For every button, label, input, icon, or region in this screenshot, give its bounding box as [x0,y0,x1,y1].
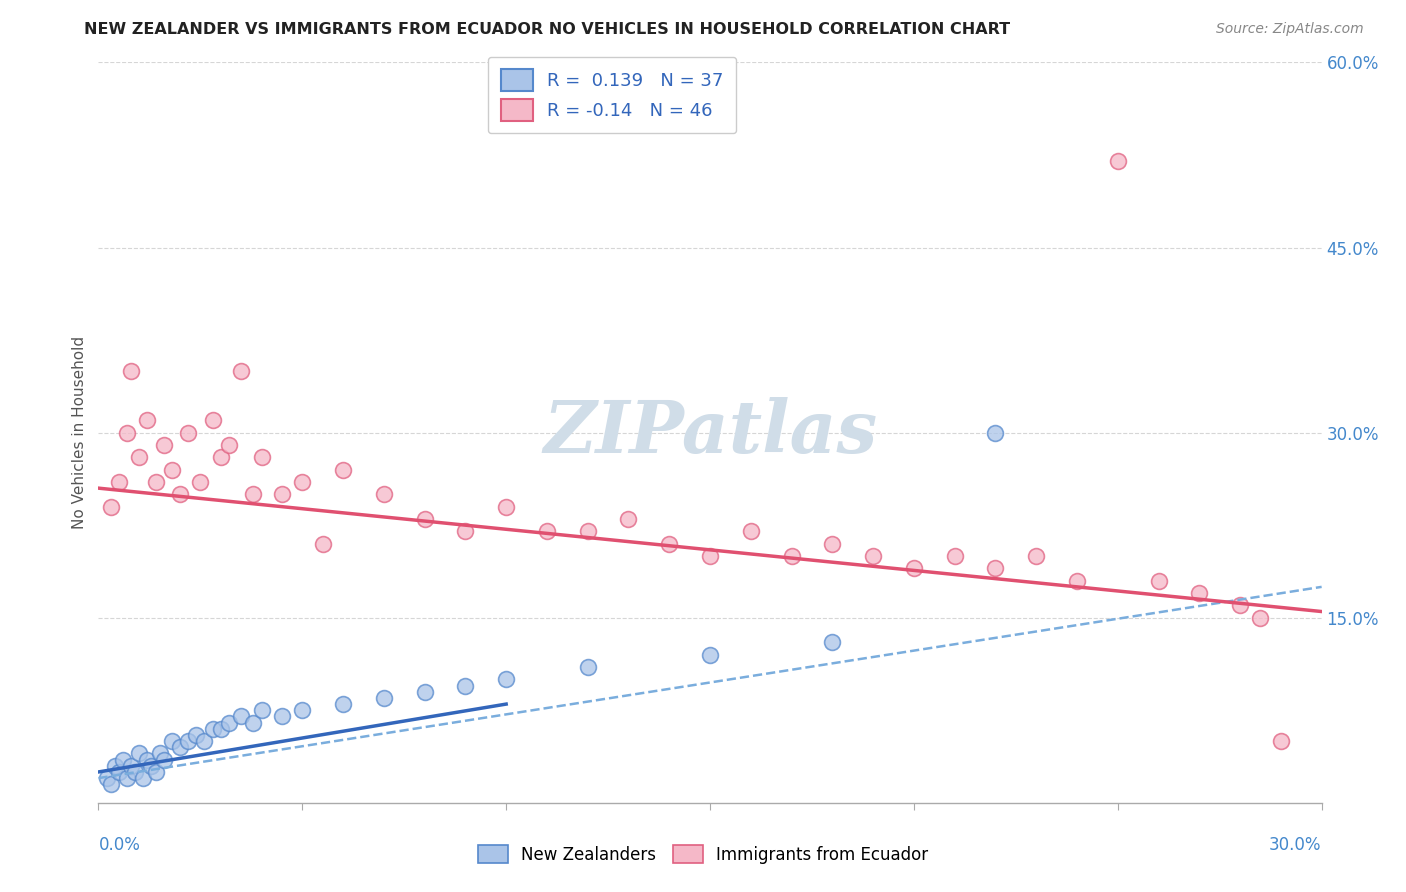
Point [242,487,264,501]
Point [536,524,558,539]
Point [1249,610,1271,624]
Point [209,450,232,465]
Point [250,450,273,465]
Point [699,648,721,662]
Point [984,425,1007,440]
Point [312,536,335,550]
Point [231,364,253,378]
Point [177,425,200,440]
Point [1066,574,1088,588]
Point [903,561,925,575]
Point [699,549,721,563]
Point [201,722,224,736]
Point [128,450,150,465]
Point [1188,586,1211,600]
Point [495,673,517,687]
Point [115,771,138,785]
Point [373,487,395,501]
Point [120,758,142,772]
Point [943,549,966,563]
Point [141,758,163,772]
Point [332,697,354,711]
Point [862,549,884,563]
Point [291,475,314,489]
Point [250,703,273,717]
Point [120,364,142,378]
Point [1229,599,1251,613]
Point [169,740,191,755]
Point [124,764,146,779]
Point [291,703,314,717]
Point [1147,574,1170,588]
Point [231,709,253,723]
Point [821,635,844,649]
Point [188,475,212,489]
Point [1025,549,1047,563]
Point [186,728,208,742]
Point [193,734,215,748]
Point [576,660,599,674]
Point [218,438,240,452]
Point [160,462,183,476]
Point [160,734,183,748]
Point [145,475,167,489]
Point [201,413,224,427]
Text: NEW ZEALANDER VS IMMIGRANTS FROM ECUADOR NO VEHICLES IN HOUSEHOLD CORRELATION CH: NEW ZEALANDER VS IMMIGRANTS FROM ECUADOR… [84,22,1011,37]
Point [136,413,159,427]
Point [454,524,477,539]
Point [145,764,167,779]
Point [270,709,294,723]
Y-axis label: No Vehicles in Household: No Vehicles in Household [72,336,87,529]
Point [108,475,131,489]
Point [658,536,681,550]
Point [115,425,138,440]
Point [821,536,844,550]
Point [136,753,159,767]
Point [740,524,762,539]
Point [149,747,172,761]
Text: 0.0%: 0.0% [98,836,141,855]
Point [108,764,131,779]
Point [1270,734,1292,748]
Point [413,512,436,526]
Point [780,549,803,563]
Point [242,715,264,730]
Point [209,722,232,736]
Legend: New Zealanders, Immigrants from Ecuador: New Zealanders, Immigrants from Ecuador [471,838,935,871]
Point [128,747,150,761]
Point [152,438,174,452]
Point [152,753,174,767]
Point [576,524,599,539]
Point [495,500,517,514]
Point [373,690,395,705]
Legend: R =  0.139   N = 37, R = -0.14   N = 46: R = 0.139 N = 37, R = -0.14 N = 46 [488,57,737,133]
Point [96,771,118,785]
Text: Source: ZipAtlas.com: Source: ZipAtlas.com [1216,22,1364,37]
Text: ZIPatlas: ZIPatlas [543,397,877,468]
Point [218,715,240,730]
Point [169,487,191,501]
Point [413,685,436,699]
Point [617,512,640,526]
Point [132,771,155,785]
Point [984,561,1007,575]
Point [454,679,477,693]
Point [332,462,354,476]
Point [104,758,127,772]
Point [100,500,122,514]
Text: 30.0%: 30.0% [1270,836,1322,855]
Point [100,777,122,791]
Point [270,487,294,501]
Point [1107,154,1129,169]
Point [111,753,134,767]
Point [177,734,200,748]
